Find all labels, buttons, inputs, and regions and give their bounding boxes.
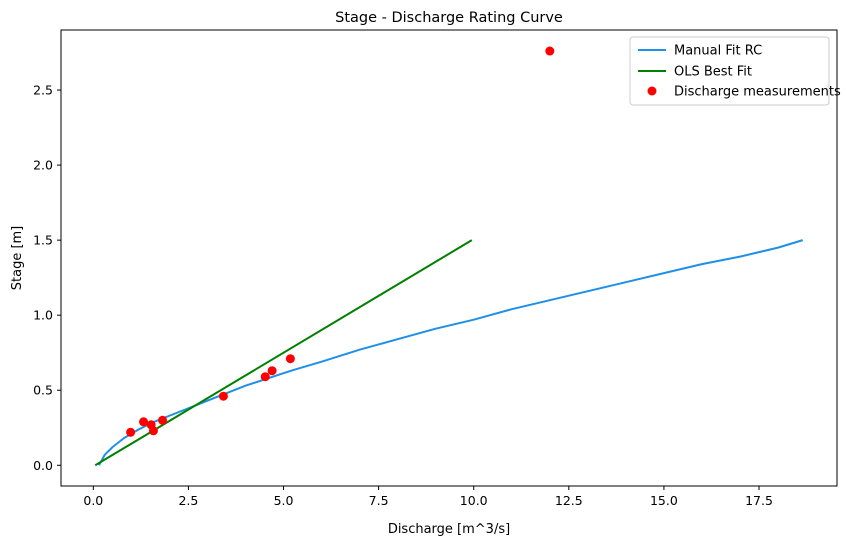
data-point-discharge-measurements xyxy=(148,426,158,436)
legend-box xyxy=(629,36,830,106)
x-tick-label: 17.5 xyxy=(745,493,773,508)
x-axis-ticks: 0.0 2.5 5.0 7.5 10.0 12.5 15.0 17.5 xyxy=(83,486,773,508)
plot-area xyxy=(94,46,804,467)
x-tick-label: 2.5 xyxy=(178,493,198,508)
y-tick-label: 0.5 xyxy=(33,383,53,398)
data-point-discharge-measurements xyxy=(545,46,555,56)
legend-swatch-measurements xyxy=(647,86,657,96)
legend: Manual Fit RC OLS Best Fit Discharge mea… xyxy=(629,36,841,106)
y-tick-label: 1.5 xyxy=(33,233,53,248)
x-tick-label: 0.0 xyxy=(83,493,103,508)
y-axis-ticks: 0.0 0.5 1.0 1.5 2.0 2.5 xyxy=(33,83,61,473)
y-tick-label: 1.0 xyxy=(33,308,53,323)
legend-entry-measurements: Discharge measurements xyxy=(674,85,841,100)
data-point-discharge-measurements xyxy=(126,427,136,437)
series-line-ols-best-fit xyxy=(94,239,473,467)
legend-entry-ols-fit: OLS Best Fit xyxy=(674,65,752,80)
data-point-discharge-measurements xyxy=(158,415,168,425)
y-axis-label: Stage [m] xyxy=(10,226,25,291)
x-tick-label: 12.5 xyxy=(555,493,583,508)
plot-frame xyxy=(60,29,838,487)
x-tick-label: 5.0 xyxy=(274,493,294,508)
series-layer xyxy=(94,46,804,467)
legend-entry-manual-fit: Manual Fit RC xyxy=(674,44,762,59)
x-axis-label: Discharge [m^3/s] xyxy=(388,522,510,537)
x-tick-label: 15.0 xyxy=(650,493,678,508)
data-point-discharge-measurements xyxy=(267,366,277,376)
y-tick-label: 2.5 xyxy=(33,83,53,98)
chart-title: Stage - Discharge Rating Curve xyxy=(335,10,563,26)
data-point-discharge-measurements xyxy=(218,391,228,401)
series-line-manual-fit-rc xyxy=(98,239,804,466)
x-tick-label: 10.0 xyxy=(460,493,488,508)
y-tick-label: 0.0 xyxy=(33,458,53,473)
data-point-discharge-measurements xyxy=(139,417,149,427)
data-point-discharge-measurements xyxy=(285,354,295,364)
y-tick-label: 2.0 xyxy=(33,158,53,173)
data-point-discharge-measurements xyxy=(260,372,270,382)
x-tick-label: 7.5 xyxy=(369,493,389,508)
